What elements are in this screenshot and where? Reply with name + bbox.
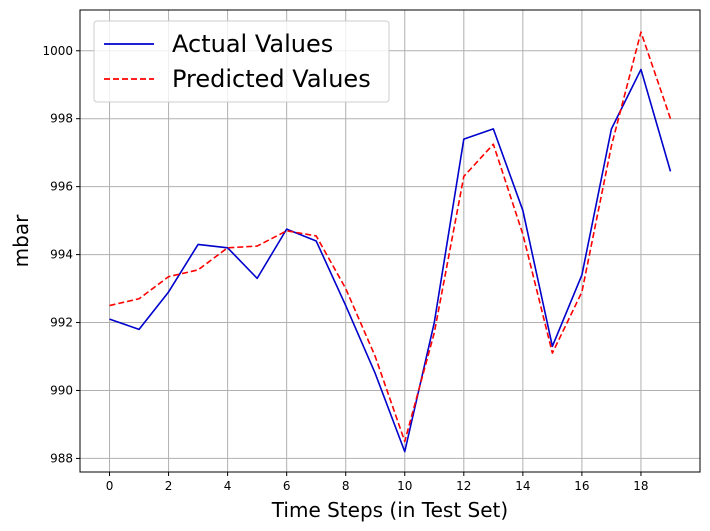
x-axis-ticks: 0 2 4 6 8 10 12 14 16 18 xyxy=(106,472,649,493)
x-axis-title: Time Steps (in Test Set) xyxy=(271,498,508,522)
series-line-predicted xyxy=(109,31,672,443)
y-tick-label: 994 xyxy=(50,248,73,262)
x-tick-label: 2 xyxy=(165,479,173,493)
x-tick-label: 18 xyxy=(633,479,648,493)
x-tick-label: 10 xyxy=(397,479,412,493)
y-tick-label: 992 xyxy=(50,316,73,330)
y-axis-title: mbar xyxy=(9,214,33,267)
legend-box xyxy=(93,20,390,103)
x-tick-label: 14 xyxy=(515,479,530,493)
legend: Actual Values Predicted Values xyxy=(93,20,390,103)
grid-lines xyxy=(80,10,700,472)
x-tick-label: 16 xyxy=(574,479,589,493)
x-tick-label: 6 xyxy=(283,479,291,493)
legend-label-predicted: Predicted Values xyxy=(172,65,371,93)
y-tick-label: 998 xyxy=(50,112,73,126)
x-tick-label: 8 xyxy=(342,479,350,493)
series-line-actual xyxy=(109,68,672,453)
x-tick-label: 0 xyxy=(106,479,114,493)
x-tick-label: 4 xyxy=(224,479,232,493)
y-tick-label: 988 xyxy=(50,451,73,465)
y-axis-ticks: 988 990 992 994 996 998 1000 xyxy=(42,44,80,465)
plot-area-frame xyxy=(79,9,701,473)
y-tick-label: 996 xyxy=(50,180,73,194)
series-lines xyxy=(109,31,672,453)
y-tick-label: 1000 xyxy=(42,44,73,58)
y-tick-label: 990 xyxy=(50,383,73,397)
legend-label-actual: Actual Values xyxy=(172,30,333,58)
x-tick-label: 12 xyxy=(456,479,471,493)
